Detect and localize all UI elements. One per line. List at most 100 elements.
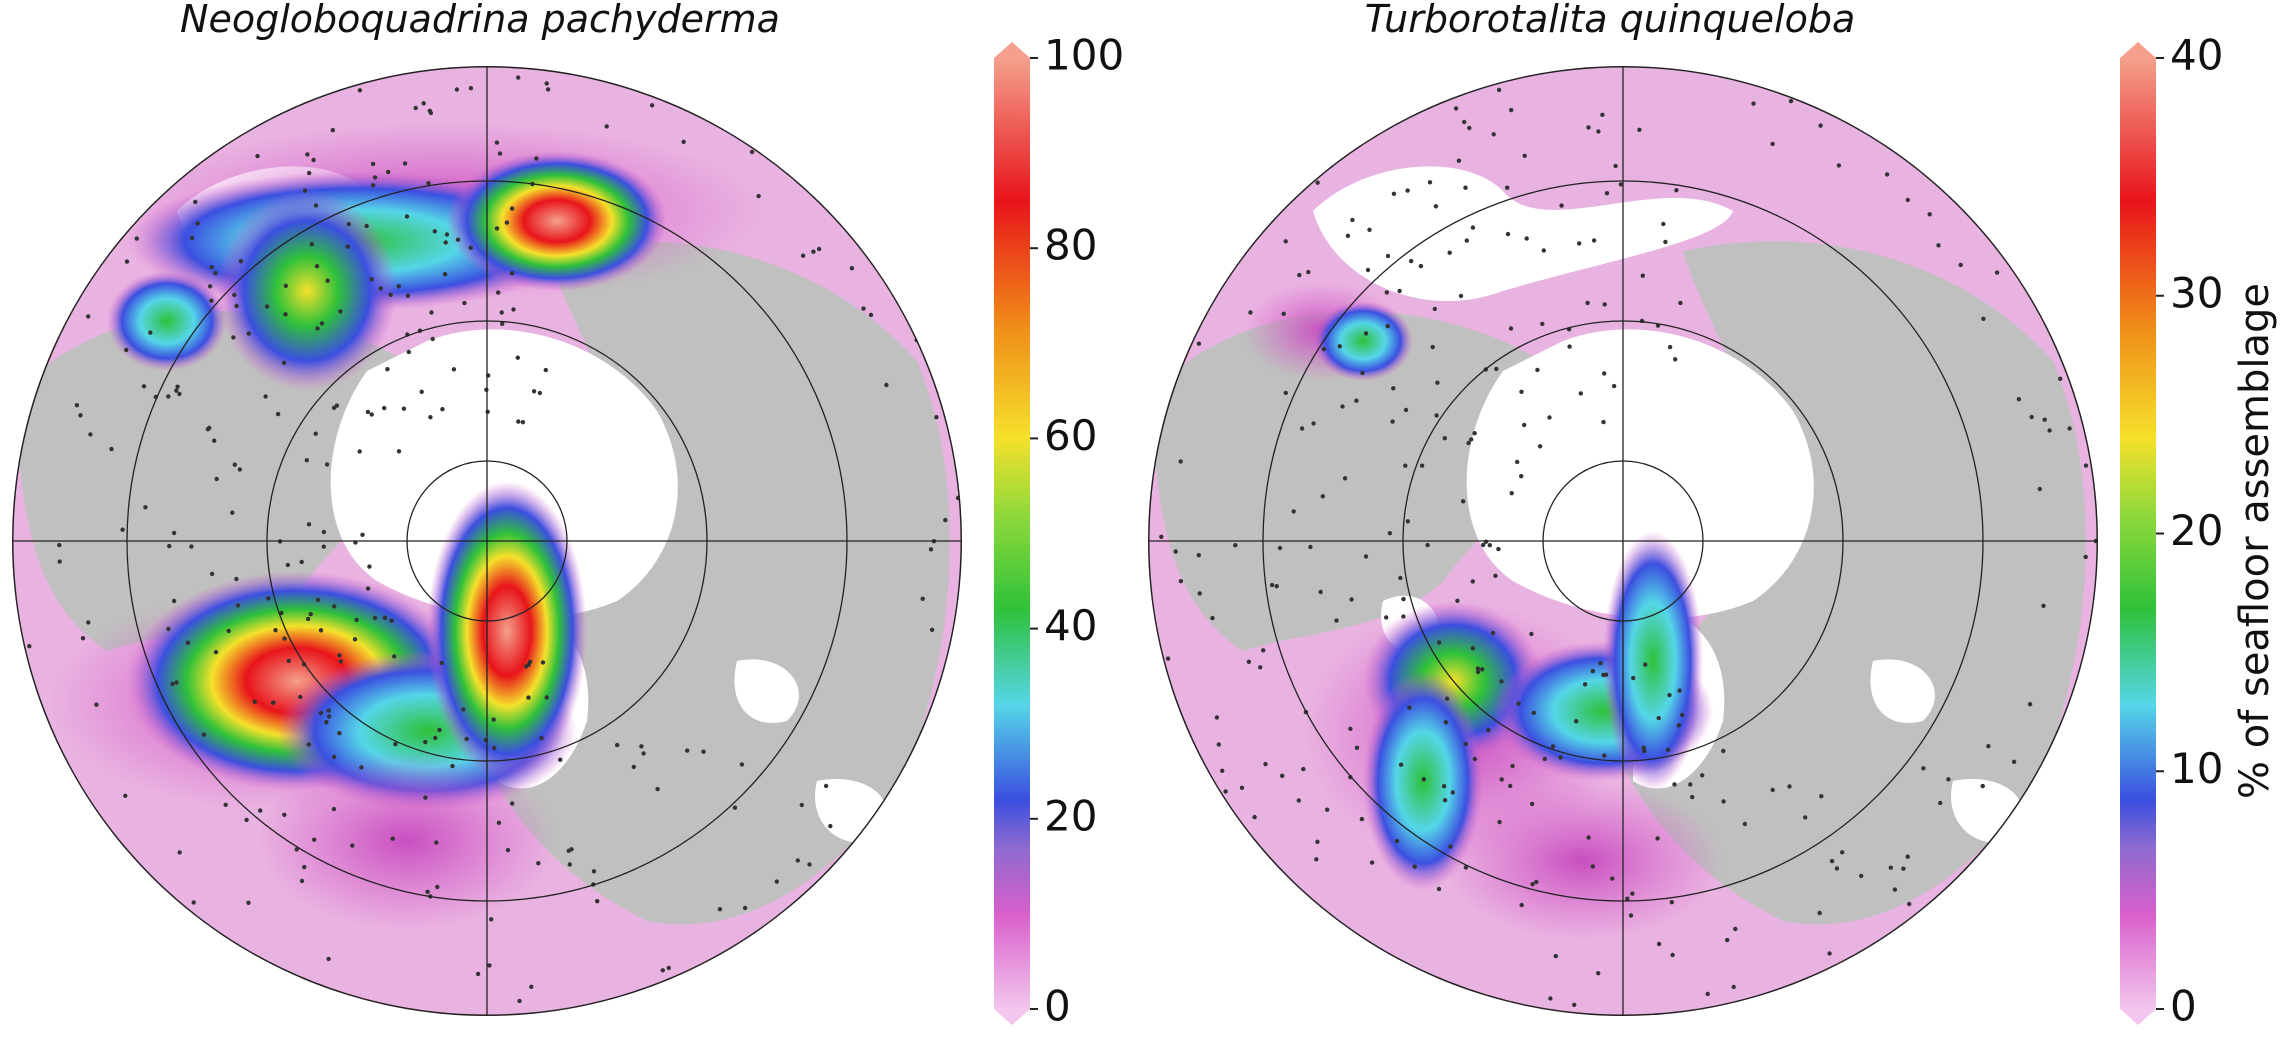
sample-dot bbox=[1679, 712, 1685, 718]
sample-dot bbox=[717, 907, 723, 912]
sample-dot bbox=[1496, 546, 1501, 552]
sample-dot bbox=[354, 617, 359, 623]
sample-dot bbox=[234, 576, 239, 582]
sample-dot bbox=[27, 644, 32, 649]
sample-dot bbox=[1165, 656, 1171, 661]
sample-dot bbox=[1628, 913, 1634, 918]
sample-dot bbox=[1441, 784, 1447, 789]
sample-dot bbox=[774, 879, 779, 884]
colorbar-tick-label: 10 bbox=[2170, 744, 2223, 793]
sample-dot bbox=[1818, 123, 1823, 128]
sample-dot bbox=[526, 695, 531, 700]
sample-dot bbox=[1475, 669, 1481, 675]
sample-dot bbox=[1480, 667, 1485, 672]
sample-dot bbox=[823, 783, 829, 789]
sample-dot bbox=[1669, 900, 1674, 905]
sample-dot bbox=[1537, 444, 1543, 449]
sample-dot bbox=[544, 695, 549, 700]
sample-dot bbox=[166, 626, 171, 632]
sample-dot bbox=[1522, 422, 1527, 428]
sample-dot bbox=[649, 103, 655, 108]
sample-dot bbox=[388, 292, 393, 297]
sample-dot bbox=[1385, 253, 1391, 259]
sample-dot bbox=[1421, 777, 1426, 782]
sample-dot bbox=[442, 272, 448, 277]
sample-dot bbox=[807, 862, 812, 867]
sample-dot bbox=[134, 236, 139, 241]
sample-dot bbox=[1283, 239, 1288, 244]
sample-dot bbox=[80, 636, 86, 641]
sample-dot bbox=[943, 517, 948, 523]
sample-dot bbox=[1499, 777, 1504, 782]
sample-dot bbox=[334, 403, 340, 408]
sample-dot bbox=[1281, 311, 1286, 316]
colorbar-tick-label: 0 bbox=[1044, 982, 1071, 1031]
sample-dot bbox=[1663, 239, 1668, 245]
sample-dot bbox=[171, 598, 177, 604]
sample-dot bbox=[492, 745, 497, 751]
sample-dot bbox=[189, 544, 194, 549]
sample-dot bbox=[338, 309, 343, 314]
sample-dot bbox=[209, 571, 215, 577]
sample-dot bbox=[1463, 865, 1469, 870]
sample-dot bbox=[318, 710, 324, 716]
colorbar-arrow bbox=[994, 42, 1030, 58]
sample-dot bbox=[371, 183, 376, 188]
map-title: Neogloboquadrina pachyderma bbox=[180, 0, 780, 41]
sample-dot bbox=[828, 823, 833, 829]
sample-dot bbox=[306, 742, 311, 747]
sample-dot bbox=[1591, 238, 1597, 243]
sample-dot bbox=[312, 837, 317, 842]
sample-dot bbox=[1524, 236, 1529, 241]
sample-dot bbox=[1613, 163, 1618, 169]
map-title: Turborotalita quinqueloba bbox=[1365, 0, 1856, 41]
sample-dot bbox=[496, 820, 502, 825]
sample-dot bbox=[524, 664, 529, 669]
sample-dot bbox=[302, 188, 308, 193]
sample-dot bbox=[1297, 272, 1302, 278]
sample-dot bbox=[1269, 582, 1275, 588]
sample-dot bbox=[1345, 233, 1351, 238]
sample-dot bbox=[1427, 180, 1433, 185]
sample-dot bbox=[332, 754, 337, 760]
sample-dot bbox=[1487, 543, 1492, 548]
sample-dot bbox=[390, 836, 395, 841]
sample-dot bbox=[509, 271, 515, 276]
sample-dot bbox=[439, 660, 444, 666]
sample-dot bbox=[433, 735, 438, 741]
sample-dot bbox=[1391, 386, 1396, 391]
sample-dot bbox=[1601, 419, 1606, 425]
sample-dot bbox=[1360, 370, 1365, 376]
sample-dot bbox=[1688, 782, 1693, 787]
sample-dot bbox=[1486, 727, 1491, 733]
sample-dot bbox=[1540, 321, 1545, 327]
sample-dot bbox=[742, 905, 748, 911]
sample-dot bbox=[1547, 415, 1552, 420]
sample-dot bbox=[1673, 357, 1678, 362]
sample-dot bbox=[318, 628, 324, 633]
sample-dot bbox=[1390, 419, 1395, 424]
sample-dot bbox=[177, 391, 182, 397]
sample-dot bbox=[531, 389, 537, 394]
sample-dot bbox=[437, 727, 442, 733]
sample-dot bbox=[369, 412, 374, 417]
sample-dot bbox=[1667, 344, 1673, 350]
sample-dot bbox=[226, 628, 231, 634]
sample-dot bbox=[450, 763, 455, 769]
sample-dot bbox=[234, 303, 239, 309]
sample-dot bbox=[332, 604, 337, 609]
colorbar-tick-label: 80 bbox=[1044, 221, 1097, 270]
sample-dot bbox=[305, 152, 310, 157]
sample-dot bbox=[282, 812, 287, 817]
sample-dot bbox=[1401, 614, 1406, 619]
sample-dot bbox=[1342, 476, 1348, 481]
sample-dot bbox=[545, 87, 551, 92]
sample-dot bbox=[1670, 952, 1675, 958]
sample-dot bbox=[1443, 720, 1449, 725]
sample-dot bbox=[1819, 794, 1824, 799]
sample-dot bbox=[207, 284, 213, 289]
sample-dot bbox=[1508, 783, 1513, 789]
sample-dot bbox=[1321, 347, 1327, 352]
sample-dot bbox=[1462, 119, 1467, 125]
sample-dot bbox=[1600, 112, 1605, 117]
